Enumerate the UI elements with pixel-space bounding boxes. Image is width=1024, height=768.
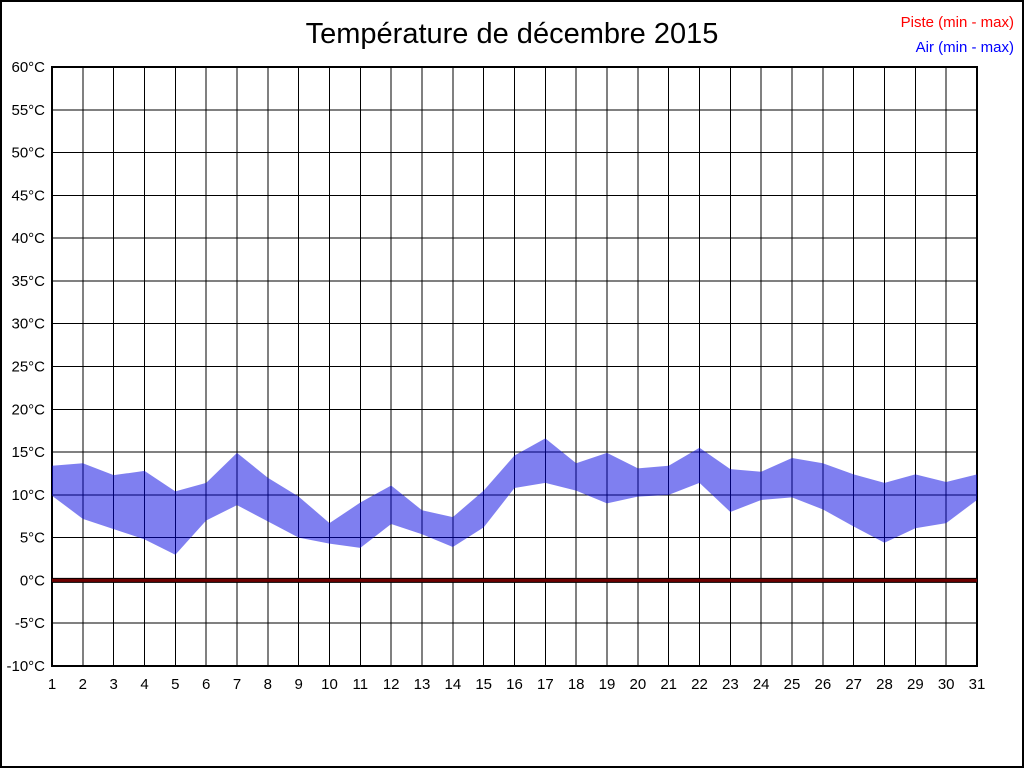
svg-text:14: 14 [444,676,461,693]
svg-text:12: 12 [383,676,400,693]
svg-text:21: 21 [660,676,677,693]
legend-air: Air (min - max) [915,39,1014,56]
svg-text:19: 19 [599,676,616,693]
svg-text:31: 31 [969,676,986,693]
svg-text:28: 28 [876,676,893,693]
svg-text:1: 1 [48,676,56,693]
svg-text:6: 6 [202,676,210,693]
svg-text:16: 16 [506,676,523,693]
svg-text:23: 23 [722,676,739,693]
svg-text:24: 24 [753,676,770,693]
svg-text:55°C: 55°C [11,102,45,119]
svg-text:8: 8 [264,676,272,693]
legend-piste: Piste (min - max) [900,14,1014,31]
svg-text:30°C: 30°C [11,316,45,333]
svg-text:-10°C: -10°C [6,658,45,675]
svg-text:-5°C: -5°C [15,615,45,632]
svg-text:25: 25 [784,676,801,693]
svg-text:30: 30 [938,676,955,693]
svg-text:18: 18 [568,676,585,693]
svg-text:29: 29 [907,676,924,693]
svg-text:5: 5 [171,676,179,693]
svg-text:20°C: 20°C [11,401,45,418]
svg-text:40°C: 40°C [11,230,45,247]
svg-text:50°C: 50°C [11,145,45,162]
svg-text:60°C: 60°C [11,59,45,76]
svg-text:0°C: 0°C [20,572,45,589]
svg-text:22: 22 [691,676,708,693]
svg-text:20: 20 [629,676,646,693]
svg-text:10°C: 10°C [11,487,45,504]
svg-text:27: 27 [845,676,862,693]
svg-text:4: 4 [140,676,148,693]
svg-text:9: 9 [294,676,302,693]
svg-text:13: 13 [414,676,431,693]
svg-text:15: 15 [475,676,492,693]
svg-text:45°C: 45°C [11,187,45,204]
svg-text:15°C: 15°C [11,444,45,461]
svg-text:2: 2 [79,676,87,693]
svg-text:17: 17 [537,676,554,693]
chart-legend: Piste (min - max) Air (min - max) [901,10,1014,60]
svg-text:3: 3 [109,676,117,693]
svg-text:11: 11 [353,676,369,693]
svg-text:25°C: 25°C [11,359,45,376]
svg-text:5°C: 5°C [20,530,45,547]
svg-text:26: 26 [814,676,831,693]
svg-text:7: 7 [233,676,241,693]
svg-text:10: 10 [321,676,338,693]
svg-text:35°C: 35°C [11,273,45,290]
chart-title: Température de décembre 2015 [305,18,719,50]
